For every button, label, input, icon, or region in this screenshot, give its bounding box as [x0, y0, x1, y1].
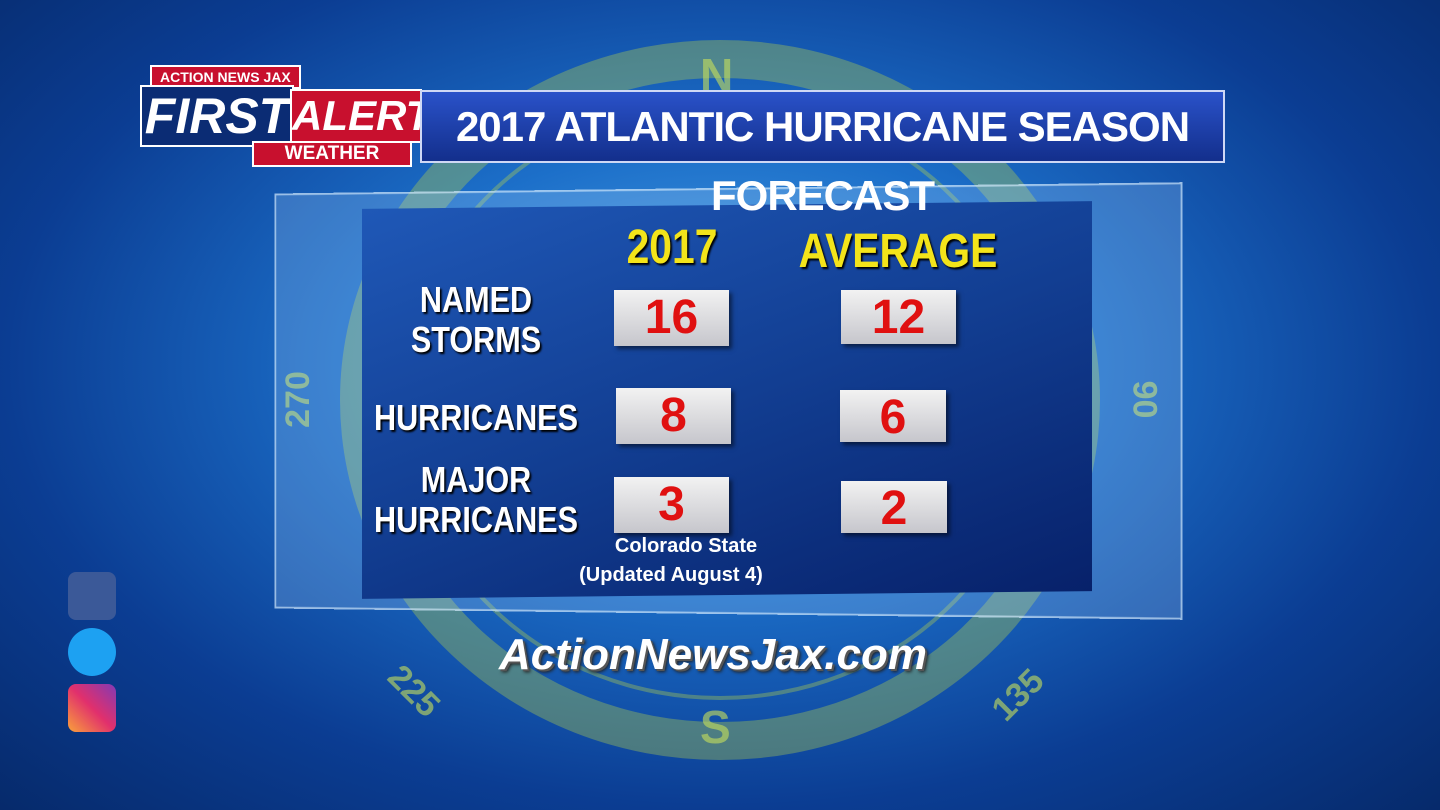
value-cell: 3 — [614, 477, 729, 533]
facebook-icon[interactable] — [68, 572, 116, 620]
row-label: HURRICANES — [373, 397, 578, 438]
compass-label: S — [700, 701, 731, 753]
title-bar: 2017 ATLANTIC HURRICANE SEASON FORECAST — [420, 90, 1225, 219]
website: ActionNewsJax.com — [499, 630, 927, 679]
value-cell: 6 — [840, 390, 946, 444]
value-cell: 2 — [841, 481, 947, 535]
row-label: NAMED STORMS — [410, 279, 542, 360]
source: Colorado State — [614, 535, 758, 557]
source: (Updated August 4) — [579, 564, 763, 586]
logo-weather: WEATHER — [252, 141, 412, 167]
twitter-icon[interactable] — [68, 628, 116, 676]
logo-alert: ALERT — [290, 89, 431, 143]
column-header: 2017 — [626, 221, 718, 274]
instagram-icon[interactable] — [68, 684, 116, 732]
row-label: MAJOR HURRICANES — [373, 459, 578, 540]
value-cell: 12 — [841, 290, 956, 344]
logo-first: FIRST — [140, 85, 294, 147]
column-header: AVERAGE — [798, 225, 998, 278]
value-cell: 16 — [614, 290, 729, 346]
logo: ACTION NEWS JAX FIRST ALERT WEATHER — [140, 65, 431, 167]
value-cell: 8 — [616, 388, 731, 444]
